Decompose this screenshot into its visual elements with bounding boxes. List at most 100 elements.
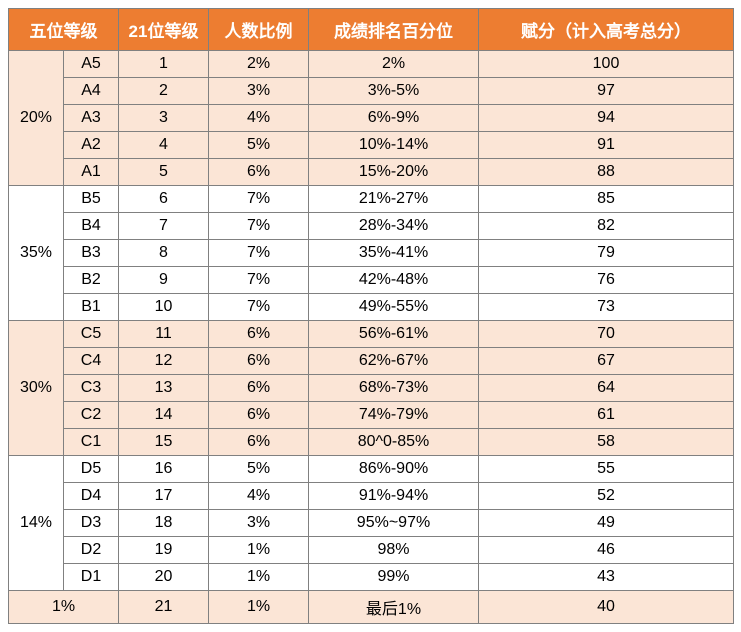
score-cell: 46 bbox=[479, 537, 734, 564]
ratio-cell: 7% bbox=[209, 213, 309, 240]
table-row: A245%10%-14%91 bbox=[9, 132, 734, 159]
sub-level-cell: B3 bbox=[64, 240, 119, 267]
percentile-cell: 3%-5% bbox=[309, 78, 479, 105]
ratio-cell: 3% bbox=[209, 78, 309, 105]
score-cell: 52 bbox=[479, 483, 734, 510]
sub-level-cell: A5 bbox=[64, 51, 119, 78]
percentile-cell: 62%-67% bbox=[309, 348, 479, 375]
ratio-cell: 3% bbox=[209, 510, 309, 537]
ratio-cell: 7% bbox=[209, 267, 309, 294]
table-row: B477%28%-34%82 bbox=[9, 213, 734, 240]
table-row: D4174%91%-94%52 bbox=[9, 483, 734, 510]
header-score: 赋分（计入高考总分） bbox=[479, 9, 734, 51]
sub-level-cell: A3 bbox=[64, 105, 119, 132]
percentile-cell: 10%-14% bbox=[309, 132, 479, 159]
twentyone-level-cell: 19 bbox=[119, 537, 209, 564]
twentyone-level-cell: 16 bbox=[119, 456, 209, 483]
ratio-cell: 6% bbox=[209, 321, 309, 348]
table-row: B297%42%-48%76 bbox=[9, 267, 734, 294]
ratio-cell: 2% bbox=[209, 51, 309, 78]
twentyone-level-cell: 4 bbox=[119, 132, 209, 159]
sub-level-cell: D1 bbox=[64, 564, 119, 591]
score-cell: 73 bbox=[479, 294, 734, 321]
score-cell: 97 bbox=[479, 78, 734, 105]
twentyone-level-cell: 12 bbox=[119, 348, 209, 375]
table-row: 20%A512%2%100 bbox=[9, 51, 734, 78]
twentyone-level-cell: 7 bbox=[119, 213, 209, 240]
table-row: C2146%74%-79%61 bbox=[9, 402, 734, 429]
table-row: B387%35%-41%79 bbox=[9, 240, 734, 267]
score-cell: 85 bbox=[479, 186, 734, 213]
twentyone-level-cell: 21 bbox=[119, 591, 209, 624]
sub-level-cell: B1 bbox=[64, 294, 119, 321]
ratio-cell: 1% bbox=[209, 591, 309, 624]
twentyone-level-cell: 3 bbox=[119, 105, 209, 132]
sub-level-cell: A2 bbox=[64, 132, 119, 159]
sub-level-cell: C1 bbox=[64, 429, 119, 456]
percentile-cell: 42%-48% bbox=[309, 267, 479, 294]
twentyone-level-cell: 9 bbox=[119, 267, 209, 294]
ratio-cell: 6% bbox=[209, 348, 309, 375]
sub-level-cell: B4 bbox=[64, 213, 119, 240]
sub-level-cell: D3 bbox=[64, 510, 119, 537]
five-level-cell: 1% bbox=[9, 591, 119, 624]
ratio-cell: 7% bbox=[209, 294, 309, 321]
header-row: 五位等级 21位等级 人数比例 成绩排名百分位 赋分（计入高考总分） bbox=[9, 9, 734, 51]
ratio-cell: 1% bbox=[209, 564, 309, 591]
twentyone-level-cell: 5 bbox=[119, 159, 209, 186]
sub-level-cell: D4 bbox=[64, 483, 119, 510]
table-row: 30%C5116%56%-61%70 bbox=[9, 321, 734, 348]
twentyone-level-cell: 18 bbox=[119, 510, 209, 537]
five-level-cell: 35% bbox=[9, 186, 64, 321]
table-row: D1201%99%43 bbox=[9, 564, 734, 591]
table-row: D2191%98%46 bbox=[9, 537, 734, 564]
percentile-cell: 95%~97% bbox=[309, 510, 479, 537]
twentyone-level-cell: 17 bbox=[119, 483, 209, 510]
sub-level-cell: A1 bbox=[64, 159, 119, 186]
sub-level-cell: D5 bbox=[64, 456, 119, 483]
five-level-cell: 14% bbox=[9, 456, 64, 591]
ratio-cell: 7% bbox=[209, 186, 309, 213]
percentile-cell: 74%-79% bbox=[309, 402, 479, 429]
table-row: 1%211%最后1%40 bbox=[9, 591, 734, 624]
sub-level-cell: B5 bbox=[64, 186, 119, 213]
twentyone-level-cell: 8 bbox=[119, 240, 209, 267]
score-cell: 82 bbox=[479, 213, 734, 240]
grade-table: 五位等级 21位等级 人数比例 成绩排名百分位 赋分（计入高考总分） 20%A5… bbox=[8, 8, 734, 624]
table-row: A156%15%-20%88 bbox=[9, 159, 734, 186]
table-body: 20%A512%2%100A423%3%-5%97A334%6%-9%94A24… bbox=[9, 51, 734, 624]
score-cell: 43 bbox=[479, 564, 734, 591]
score-cell: 88 bbox=[479, 159, 734, 186]
score-cell: 100 bbox=[479, 51, 734, 78]
percentile-cell: 80^0-85% bbox=[309, 429, 479, 456]
header-percentile: 成绩排名百分位 bbox=[309, 9, 479, 51]
percentile-cell: 6%-9% bbox=[309, 105, 479, 132]
twentyone-level-cell: 15 bbox=[119, 429, 209, 456]
percentile-cell: 最后1% bbox=[309, 591, 479, 624]
twentyone-level-cell: 13 bbox=[119, 375, 209, 402]
table-row: C3136%68%-73%64 bbox=[9, 375, 734, 402]
score-cell: 49 bbox=[479, 510, 734, 537]
five-level-cell: 30% bbox=[9, 321, 64, 456]
percentile-cell: 56%-61% bbox=[309, 321, 479, 348]
percentile-cell: 99% bbox=[309, 564, 479, 591]
table-row: 35%B567%21%-27%85 bbox=[9, 186, 734, 213]
twentyone-level-cell: 20 bbox=[119, 564, 209, 591]
ratio-cell: 6% bbox=[209, 159, 309, 186]
table-row: C1156%80^0-85%58 bbox=[9, 429, 734, 456]
percentile-cell: 15%-20% bbox=[309, 159, 479, 186]
score-cell: 94 bbox=[479, 105, 734, 132]
five-level-cell: 20% bbox=[9, 51, 64, 186]
twentyone-level-cell: 2 bbox=[119, 78, 209, 105]
ratio-cell: 6% bbox=[209, 429, 309, 456]
score-cell: 64 bbox=[479, 375, 734, 402]
percentile-cell: 2% bbox=[309, 51, 479, 78]
percentile-cell: 98% bbox=[309, 537, 479, 564]
header-ratio: 人数比例 bbox=[209, 9, 309, 51]
percentile-cell: 35%-41% bbox=[309, 240, 479, 267]
percentile-cell: 86%-90% bbox=[309, 456, 479, 483]
score-cell: 55 bbox=[479, 456, 734, 483]
sub-level-cell: C2 bbox=[64, 402, 119, 429]
header-21-level: 21位等级 bbox=[119, 9, 209, 51]
sub-level-cell: C4 bbox=[64, 348, 119, 375]
